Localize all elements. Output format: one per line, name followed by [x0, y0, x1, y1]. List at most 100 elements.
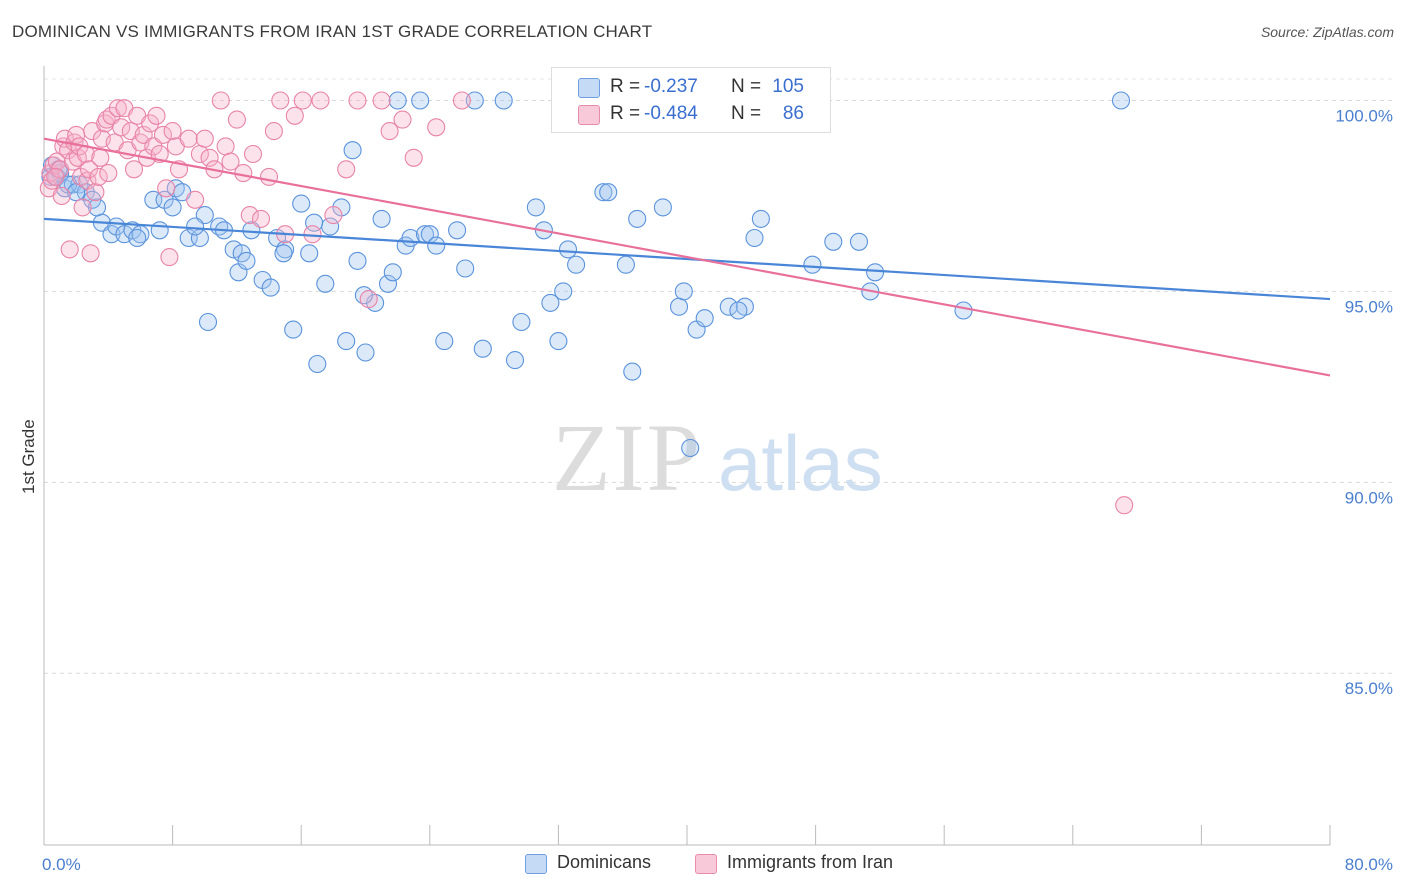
trend-line: [43, 137, 1331, 377]
data-point: [348, 91, 367, 110]
data-point: [628, 209, 647, 228]
data-point: [240, 206, 259, 225]
data-point: [348, 251, 367, 270]
data-point: [558, 240, 578, 259]
data-point: [803, 255, 822, 274]
trend-line: [43, 217, 1331, 301]
correlation-legend: R = -0.237 N = 105 R = -0.484 N = 86: [551, 67, 831, 133]
legend-label-dominicans: Dominicans: [557, 852, 652, 872]
data-point: [505, 351, 525, 370]
data-point: [372, 209, 391, 228]
x-tick-label: 0.0%: [42, 855, 81, 874]
y-tick-labels: 100.0% 95.0% 90.0% 85.0%: [1335, 107, 1393, 699]
data-point: [86, 183, 105, 202]
data-point: [46, 167, 65, 186]
data-point: [195, 129, 214, 148]
data-point: [124, 160, 144, 179]
data-point: [729, 301, 748, 320]
trend-lines: [43, 137, 1331, 377]
data-point: [259, 167, 279, 186]
data-point: [157, 179, 176, 198]
data-point: [211, 91, 230, 110]
data-point: [674, 282, 693, 301]
data-point: [261, 278, 280, 297]
data-point: [473, 339, 492, 358]
data-point: [316, 274, 335, 293]
data-point: [285, 106, 304, 125]
data-point: [160, 248, 179, 267]
data-point: [383, 263, 402, 282]
data-point: [824, 232, 843, 251]
data-point: [751, 209, 770, 228]
data-point: [452, 91, 471, 110]
data-point: [719, 297, 738, 316]
data-point: [541, 293, 560, 312]
data-point: [163, 122, 182, 141]
data-point: [221, 152, 240, 171]
r-value: -0.484: [644, 103, 698, 124]
legend-swatch-dominicans: [525, 854, 547, 874]
x-tick-label: 80.0%: [1345, 855, 1393, 874]
watermark-atlas: atlas: [718, 419, 883, 507]
y-axis-label: 1st Grade: [19, 419, 38, 494]
legend-row-dominicans: R = -0.237 N = 105: [552, 74, 830, 102]
data-point: [494, 91, 513, 110]
data-point: [144, 137, 163, 156]
data-point: [653, 198, 672, 217]
x-tick-labels: 0.0% 80.0%: [42, 855, 1393, 874]
data-point: [393, 110, 412, 129]
data-point: [359, 290, 378, 309]
chart-title: DOMINICAN VS IMMIGRANTS FROM IRAN 1ST GR…: [12, 22, 653, 41]
data-point: [448, 221, 467, 240]
data-point: [427, 236, 446, 255]
n-label: N =: [731, 103, 762, 124]
data-point: [380, 122, 399, 141]
y-tick-label: 90.0%: [1345, 488, 1393, 507]
legend-swatch-iran: [578, 105, 600, 125]
legend-row-iran: R = -0.484 N = 86: [552, 101, 830, 129]
legend-label-iran: Immigrants from Iran: [727, 852, 894, 872]
data-point: [300, 244, 319, 263]
data-point: [1111, 91, 1131, 110]
data-point: [567, 255, 586, 274]
data-point: [866, 263, 885, 282]
data-point: [237, 251, 256, 270]
watermark: ZIP atlas: [552, 404, 883, 511]
data-point: [512, 312, 531, 332]
y-tick-label: 100.0%: [1335, 107, 1393, 126]
data-point: [271, 91, 290, 110]
data-point: [153, 125, 173, 144]
data-point: [404, 148, 423, 167]
data-point: [200, 148, 219, 167]
data-point: [554, 282, 573, 301]
data-point: [456, 259, 475, 278]
data-point: [284, 320, 303, 339]
data-point: [599, 183, 618, 202]
data-point: [337, 332, 356, 351]
data-point: [849, 232, 869, 251]
data-point: [623, 362, 642, 381]
data-point: [186, 217, 205, 236]
data-point: [324, 206, 343, 225]
data-point: [216, 137, 235, 156]
data-point: [695, 309, 714, 328]
data-point: [427, 118, 446, 137]
data-point: [128, 228, 147, 248]
data-point: [954, 301, 973, 320]
data-point: [234, 164, 253, 183]
data-point: [343, 141, 362, 160]
data-point: [179, 129, 198, 148]
data-point: [305, 213, 324, 232]
data-point: [251, 209, 271, 228]
data-point: [81, 244, 100, 263]
data-point: [91, 148, 110, 167]
data-point: [1115, 496, 1134, 515]
data-point: [73, 198, 92, 217]
y-tick-label: 95.0%: [1345, 297, 1393, 316]
legend-swatch-dominicans: [578, 78, 600, 98]
data-point: [112, 118, 131, 137]
data-point: [745, 228, 764, 248]
data-point: [669, 297, 689, 316]
data-point: [594, 183, 613, 202]
